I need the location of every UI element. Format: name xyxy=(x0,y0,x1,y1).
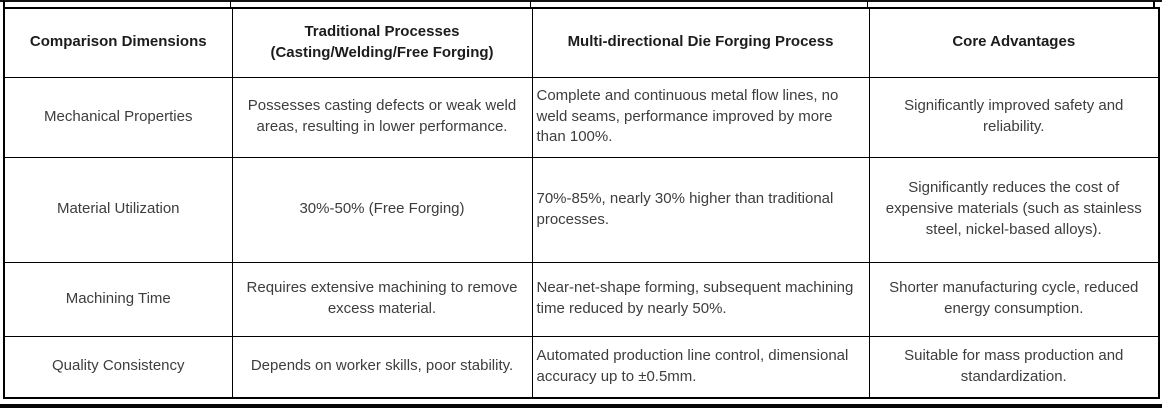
top-grid-stub-col3 xyxy=(867,1,868,8)
top-grid-stub-left xyxy=(3,1,5,8)
header-cell-core-advantages: Core Advantages xyxy=(868,7,1160,78)
dimension-cell: Machining Time xyxy=(3,261,233,337)
top-grid-stub-right xyxy=(1153,1,1155,8)
dimension-cell: Quality Consistency xyxy=(3,335,233,399)
top-horizontal-rule xyxy=(0,0,1162,2)
advantages-cell: Suitable for mass production and standar… xyxy=(868,335,1160,399)
header-cell-multidirectional-die-forging: Multi-directional Die Forging Process xyxy=(531,7,870,78)
table-header: Comparison Dimensions Traditional Proces… xyxy=(3,7,1160,78)
die-forging-cell: Near-net-shape forming, subsequent machi… xyxy=(531,261,870,337)
dimension-cell: Material Utilization xyxy=(3,156,233,263)
table-row-machining-time: Machining Time Requires extensive machin… xyxy=(3,261,1160,337)
dimension-cell: Mechanical Properties xyxy=(3,76,233,158)
table-row-quality-consistency: Quality Consistency Depends on worker sk… xyxy=(3,335,1160,399)
top-grid-stub-col1 xyxy=(230,1,231,8)
traditional-cell: 30%-50% (Free Forging) xyxy=(231,156,533,263)
advantages-cell: Significantly improved safety and reliab… xyxy=(868,76,1160,158)
header-cell-comparison-dimensions: Comparison Dimensions xyxy=(3,7,233,78)
top-grid-stub-col2 xyxy=(530,1,531,8)
table-row-material-utilization: Material Utilization 30%-50% (Free Forgi… xyxy=(3,156,1160,263)
traditional-cell: Depends on worker skills, poor stability… xyxy=(231,335,533,399)
advantages-cell: Significantly reduces the cost of expens… xyxy=(868,156,1160,263)
table-row-mechanical-properties: Mechanical Properties Possesses casting … xyxy=(3,76,1160,158)
bottom-thick-rule xyxy=(0,404,1162,408)
process-comparison-table: Comparison Dimensions Traditional Proces… xyxy=(3,7,1160,399)
die-forging-cell: 70%-85%, nearly 30% higher than traditio… xyxy=(531,156,870,263)
table-body: Mechanical Properties Possesses casting … xyxy=(3,76,1160,399)
die-forging-cell: Complete and continuous metal flow lines… xyxy=(531,76,870,158)
header-row: Comparison Dimensions Traditional Proces… xyxy=(3,7,1160,78)
traditional-cell: Requires extensive machining to remove e… xyxy=(231,261,533,337)
traditional-cell: Possesses casting defects or weak weld a… xyxy=(231,76,533,158)
header-cell-traditional-processes: Traditional Processes (Casting/Welding/F… xyxy=(231,7,533,78)
die-forging-cell: Automated production line control, dimen… xyxy=(531,335,870,399)
advantages-cell: Shorter manufacturing cycle, reduced ene… xyxy=(868,261,1160,337)
